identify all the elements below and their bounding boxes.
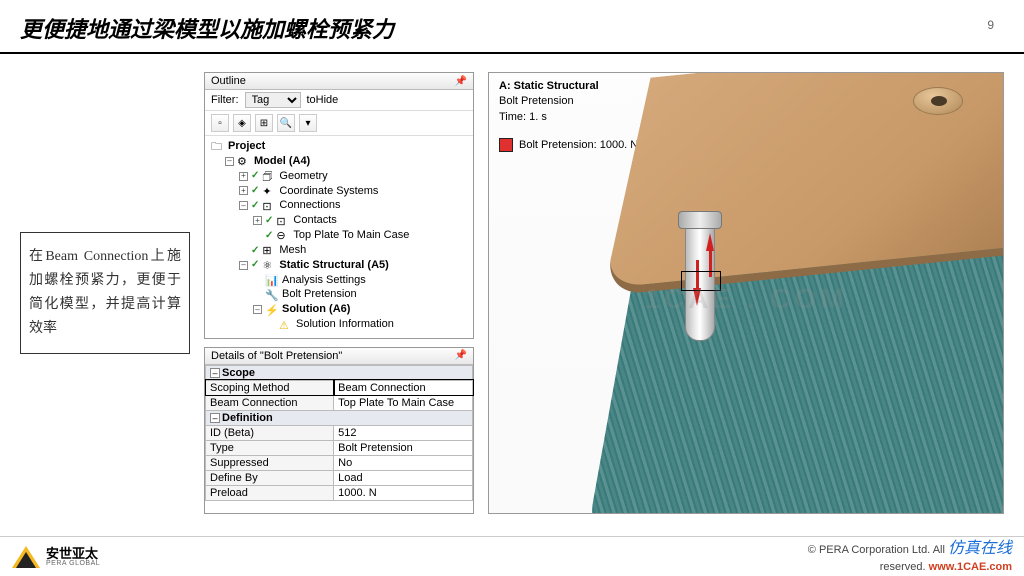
tree-geometry[interactable]: Geometry [279, 169, 327, 184]
3d-viewport[interactable]: A: Static Structural Bolt Pretension Tim… [488, 72, 1004, 514]
cae-link[interactable]: www.1CAE.com [929, 561, 1012, 573]
toolbar-btn-1[interactable]: ▫ [211, 114, 229, 132]
panels-column: Outline 📌 Filter: Tag toHide ▫ ◈ ⊞ 🔍 ▾ 🗀… [204, 72, 474, 514]
model-3d [593, 73, 1004, 513]
k-id: ID (Beta) [206, 425, 334, 440]
k-def: Define By [206, 470, 334, 485]
vp-sub2: Time: 1. s [499, 110, 599, 125]
page-number: 9 [987, 18, 994, 32]
v-def[interactable]: Load [334, 470, 473, 485]
copy-l2: reserved. [880, 561, 926, 573]
tree-solinfo[interactable]: Solution Information [296, 317, 394, 332]
logo-cn: 安世亚太 [46, 547, 100, 560]
tree-topplate[interactable]: Top Plate To Main Case [293, 228, 409, 243]
grp-def[interactable]: Definition [222, 412, 273, 424]
copy-l1: © PERA Corporation Ltd. All [808, 544, 945, 556]
footer: 安世亚太 PERA GLOBAL © PERA Corporation Ltd.… [0, 536, 1024, 576]
filter-row: Filter: Tag toHide [205, 90, 473, 111]
toolbar-btn-2[interactable]: ◈ [233, 114, 251, 132]
outline-tree[interactable]: 🗀Project –⚙Model (A4) +✓🗇Geometry +✓✦Coo… [205, 136, 473, 338]
toolbar-btn-3[interactable]: ⊞ [255, 114, 273, 132]
tree-static[interactable]: Static Structural (A5) [279, 258, 388, 273]
content-area: 在Beam Connection上施加螺栓预紧力，更便于简化模型，并提高计算效率… [0, 54, 1024, 514]
outline-header: Outline 📌 [205, 73, 473, 90]
force-arrow-up [706, 233, 714, 251]
viewport-info: A: Static Structural Bolt Pretension Tim… [499, 79, 599, 125]
v-pre[interactable]: 1000. N [334, 485, 473, 500]
sim-online: 仿真在线 [948, 540, 1012, 557]
note-column: 在Beam Connection上施加螺栓预紧力，更便于简化模型，并提高计算效率 [20, 72, 190, 514]
v-scoping[interactable]: Beam Connection [334, 380, 473, 395]
v-id[interactable]: 512 [334, 425, 473, 440]
outline-toolbar: ▫ ◈ ⊞ 🔍 ▾ [205, 111, 473, 136]
note-box: 在Beam Connection上施加螺栓预紧力，更便于简化模型，并提高计算效率 [20, 232, 190, 353]
k-scoping: Scoping Method [206, 380, 334, 395]
tree-coord[interactable]: Coordinate Systems [279, 184, 378, 199]
legend-swatch [499, 138, 513, 152]
tree-solution[interactable]: Solution (A6) [282, 302, 350, 317]
tree-connections[interactable]: Connections [279, 198, 340, 213]
tree-boltpre[interactable]: Bolt Pretension [282, 287, 357, 302]
v-beamconn[interactable]: Top Plate To Main Case [334, 395, 473, 410]
toolbar-btn-5[interactable]: ▾ [299, 114, 317, 132]
logo-en: PERA GLOBAL [46, 560, 100, 567]
boss-feature [913, 87, 963, 115]
tree-analysis[interactable]: Analysis Settings [282, 273, 366, 288]
logo-icon [12, 546, 40, 568]
details-panel: Details of "Bolt Pretension" 📌 –Scope Sc… [204, 347, 474, 514]
k-beamconn: Beam Connection [206, 395, 334, 410]
vp-sub1: Bolt Pretension [499, 94, 599, 109]
selection-box [681, 271, 721, 291]
k-sup: Suppressed [206, 455, 334, 470]
tree-project[interactable]: Project [228, 139, 265, 154]
copyright: © PERA Corporation Ltd. All 仿真在线 reserve… [808, 539, 1012, 574]
tree-model[interactable]: Model (A4) [254, 154, 310, 169]
outline-panel: Outline 📌 Filter: Tag toHide ▫ ◈ ⊞ 🔍 ▾ 🗀… [204, 72, 474, 339]
tree-mesh[interactable]: Mesh [279, 243, 306, 258]
vp-title: A: Static Structural [499, 79, 599, 94]
slide-header: 更便捷地通过梁模型以施加螺栓预紧力 [0, 0, 1024, 54]
outline-title: Outline [211, 75, 246, 87]
filter-dropdown[interactable]: Tag [245, 92, 301, 108]
grp-scope[interactable]: Scope [222, 367, 255, 379]
v-type[interactable]: Bolt Pretension [334, 440, 473, 455]
details-table: –Scope Scoping MethodBeam Connection Bea… [205, 365, 473, 501]
filter-label: Filter: [211, 94, 239, 106]
k-pre: Preload [206, 485, 334, 500]
bolt-head [678, 211, 722, 229]
slide-title: 更便捷地通过梁模型以施加螺栓预紧力 [20, 12, 1004, 44]
v-sup[interactable]: No [334, 455, 473, 470]
toolbar-btn-4[interactable]: 🔍 [277, 114, 295, 132]
filter-extra: toHide [307, 94, 339, 106]
logo: 安世亚太 PERA GLOBAL [12, 546, 100, 568]
k-type: Type [206, 440, 334, 455]
tree-contacts[interactable]: Contacts [293, 213, 336, 228]
pin-icon[interactable]: 📌 [455, 76, 467, 87]
details-title: Details of "Bolt Pretension" [211, 350, 342, 362]
pin-icon[interactable]: 📌 [455, 350, 467, 361]
details-header: Details of "Bolt Pretension" 📌 [205, 348, 473, 365]
